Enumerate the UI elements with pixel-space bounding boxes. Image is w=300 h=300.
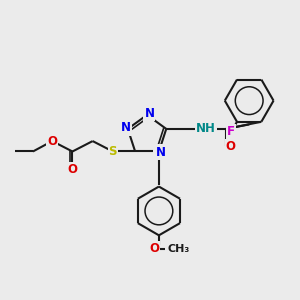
Text: CH₃: CH₃	[167, 244, 190, 254]
Text: N: N	[155, 146, 165, 160]
Text: N: N	[143, 108, 154, 122]
Text: F: F	[227, 125, 235, 138]
Text: O: O	[225, 140, 236, 153]
Text: O: O	[149, 242, 159, 255]
Text: N: N	[121, 122, 131, 135]
Text: NH: NH	[196, 122, 216, 135]
Text: O: O	[68, 164, 77, 176]
Text: N: N	[154, 145, 164, 158]
Text: O: O	[47, 135, 57, 148]
Text: N: N	[120, 121, 130, 134]
Text: S: S	[109, 145, 117, 158]
Text: N: N	[144, 107, 154, 120]
